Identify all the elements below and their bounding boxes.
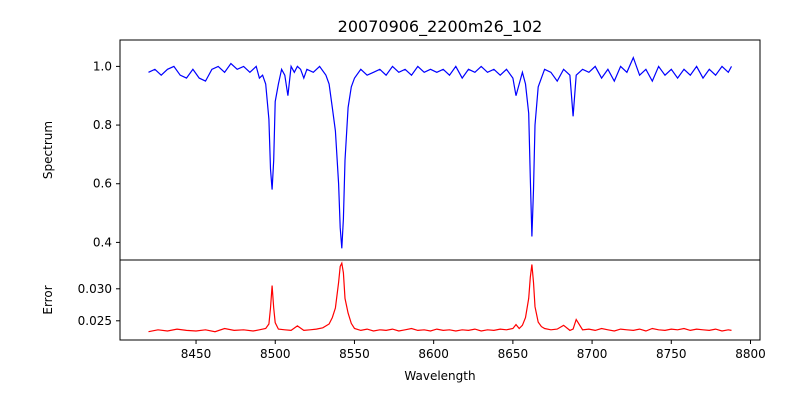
- x-tick-label: 8650: [498, 347, 529, 361]
- error-y-tick-label: 0.025: [78, 314, 112, 328]
- x-tick-label: 8600: [418, 347, 449, 361]
- spectrum-y-tick-label: 1.0: [93, 59, 112, 73]
- spectrum-y-axis-label: Spectrum: [41, 121, 55, 179]
- spectrum-y-ticks: 0.4 0.6 0.8 1.0: [93, 59, 120, 249]
- error-y-tick-label: 0.030: [78, 282, 112, 296]
- chart-title: 20070906_2200m26_102: [338, 17, 543, 37]
- x-tick-label: 8450: [181, 347, 212, 361]
- x-tick-label: 8550: [339, 347, 370, 361]
- error-axes-frame: [119, 259, 761, 341]
- x-tick-label: 8500: [260, 347, 291, 361]
- x-tick-label: 8800: [735, 347, 766, 361]
- spectrum-y-tick-label: 0.8: [93, 118, 112, 132]
- x-axis-label: Wavelength: [404, 369, 475, 383]
- spectrum-series-line: [148, 55, 733, 249]
- spectrum-y-tick-label: 0.6: [93, 177, 112, 191]
- error-y-axis-label: Error: [41, 285, 55, 314]
- wavelength-x-ticks: 8450 8500 8550 8600 8650 8700 8750 8800: [181, 340, 766, 361]
- error-series-line: [148, 261, 732, 333]
- spectrum-y-tick-label: 0.4: [93, 235, 112, 249]
- x-tick-label: 8700: [577, 347, 608, 361]
- error-y-ticks: 0.025 0.030: [78, 282, 120, 328]
- x-tick-label: 8750: [656, 347, 687, 361]
